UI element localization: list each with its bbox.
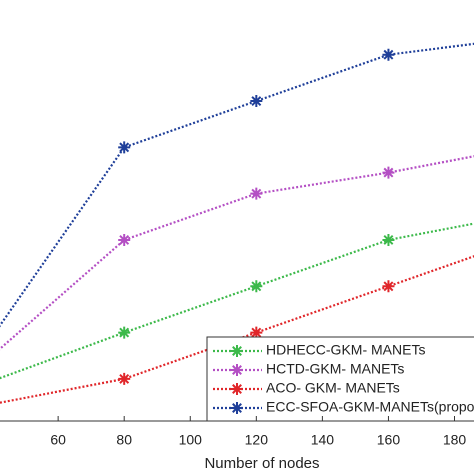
- data-point: [250, 187, 263, 200]
- series-line: [0, 155, 474, 351]
- data-point: [382, 233, 395, 246]
- legend: HDHECC-GKM- MANETs HCTD-GKM- MANETs ACO- G…: [206, 336, 474, 422]
- legend-label: HDHECC-GKM- MANETs: [266, 342, 425, 358]
- data-point: [382, 48, 395, 61]
- data-point: [250, 280, 263, 293]
- legend-box: [206, 336, 474, 422]
- data-point: [118, 326, 131, 339]
- legend-label: ECC-SFOA-GKM-MANETs(proposed): [266, 399, 474, 415]
- x-tick-label: 60: [50, 432, 66, 448]
- legend-label: HCTD-GKM- MANETs: [266, 361, 404, 377]
- data-point: [250, 326, 263, 339]
- legend-marker: [231, 383, 243, 395]
- x-tick-label: 160: [377, 432, 401, 448]
- legend-marker: [231, 402, 243, 414]
- data-point: [382, 166, 395, 179]
- legend-label: ACO- GKM- MANETs: [266, 380, 400, 396]
- data-point: [118, 233, 131, 246]
- plot-area: [0, 42, 474, 404]
- x-tick-label: 80: [116, 432, 132, 448]
- data-point: [118, 372, 131, 385]
- legend-marker: [231, 345, 243, 357]
- data-point: [250, 95, 263, 108]
- x-axis-label: Number of nodes: [204, 455, 319, 472]
- x-tick-label: 100: [179, 432, 203, 448]
- data-point: [118, 141, 131, 154]
- x-tick-label: 140: [311, 432, 335, 448]
- data-point: [382, 280, 395, 293]
- series-line: [0, 42, 474, 328]
- x-tick-label: 180: [443, 432, 467, 448]
- series-line: [0, 255, 474, 404]
- x-tick-label: 120: [245, 432, 269, 448]
- legend-marker: [231, 364, 243, 376]
